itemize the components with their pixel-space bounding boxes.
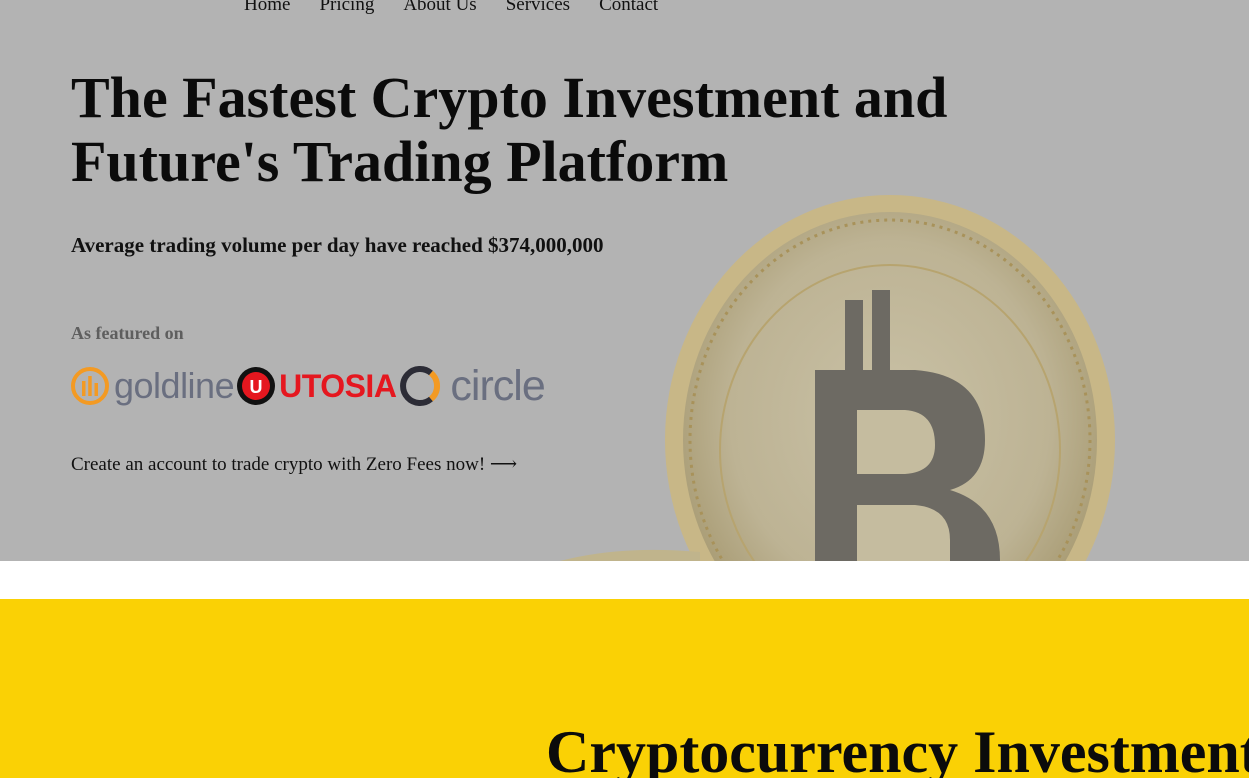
- hero-title: The Fastest Crypto Investment and Future…: [71, 65, 948, 194]
- circle-icon: [400, 366, 441, 406]
- main-nav: Home Pricing About Us Services Contact: [244, 0, 687, 16]
- utosia-logo: U UTOSIA: [236, 366, 397, 406]
- goldline-logo-text: goldline: [114, 365, 235, 406]
- bitcoin-coin-image: [560, 195, 1115, 561]
- crypto-investment-section: Cryptocurrency Investment: [0, 599, 1249, 778]
- goldline-icon: [71, 367, 109, 405]
- featured-on-label: As featured on: [71, 323, 184, 343]
- goldline-logo: goldline: [70, 365, 235, 407]
- nav-home-link[interactable]: Home: [244, 0, 291, 15]
- nav-about-us-link[interactable]: About Us: [403, 0, 477, 15]
- nav-services-link[interactable]: Services: [505, 0, 571, 15]
- featured-logos: goldline U UTOSIA circle: [70, 361, 546, 411]
- utosia-logo-text: UTOSIA: [279, 367, 397, 404]
- nav-pricing-link[interactable]: Pricing: [319, 0, 375, 15]
- nav-contact-link[interactable]: Contact: [599, 0, 659, 15]
- circle-logo: circle: [400, 361, 546, 411]
- circle-logo-text: circle: [450, 361, 545, 410]
- hero-subtitle: Average trading volume per day have reac…: [71, 233, 604, 257]
- create-account-link[interactable]: Create an account to trade crypto with Z…: [71, 454, 518, 475]
- utosia-badge-icon: U: [237, 367, 276, 405]
- utosia-badge-letter: U: [250, 377, 263, 397]
- section-title: Cryptocurrency Investment: [546, 719, 1249, 778]
- hero-section: Home Pricing About Us Services Contact T…: [0, 0, 1249, 561]
